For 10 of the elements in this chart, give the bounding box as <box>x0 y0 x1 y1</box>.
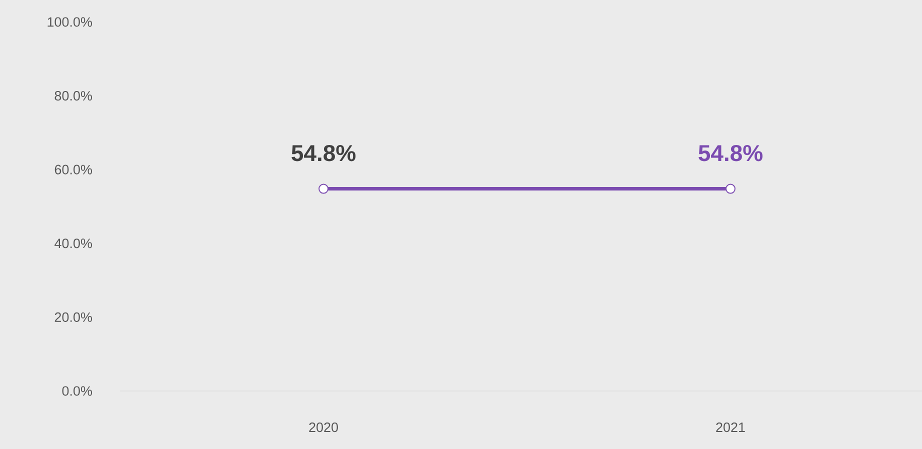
x-tick-label: 2020 <box>309 422 338 432</box>
y-tick-label: 40.0% <box>54 238 92 248</box>
y-tick-label: 20.0% <box>54 312 92 322</box>
y-tick-label: 100.0% <box>48 17 92 27</box>
data-label: 54.8% <box>698 144 763 162</box>
y-tick-label: 80.0% <box>54 91 92 101</box>
data-label: 54.8% <box>292 144 356 162</box>
x-tick-label: 2021 <box>716 422 745 432</box>
y-tick-label: 60.0% <box>54 164 92 174</box>
y-tick-label: 0.0% <box>62 386 92 396</box>
